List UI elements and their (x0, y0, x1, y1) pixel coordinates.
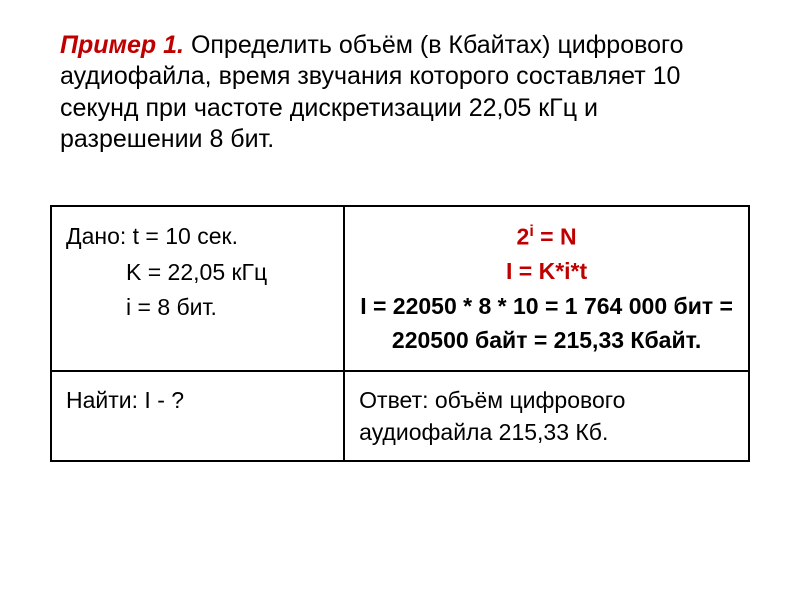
formula-red: I = K*i*t (359, 254, 734, 289)
formula-black: I = 22050 * 8 * 10 = 1 764 000 бит = 220… (359, 289, 734, 358)
answer-text: Ответ: объём цифрового аудиофайла 215,33… (359, 387, 625, 445)
given-line: K = 22,05 кГц (66, 255, 329, 291)
table-row: Найти: I - ? Ответ: объём цифрового ауди… (51, 371, 749, 461)
formula-red: 2i = N (359, 219, 734, 254)
given-line: i = 8 бит. (66, 290, 329, 326)
answer-cell: Ответ: объём цифрового аудиофайла 215,33… (344, 371, 749, 461)
find-cell: Найти: I - ? (51, 371, 344, 461)
find-text: Найти: I - ? (66, 387, 184, 413)
solution-table: Дано: t = 10 сек. K = 22,05 кГц i = 8 би… (50, 205, 750, 462)
given-value: t = 10 сек. (133, 223, 238, 249)
problem-title: Пример 1. (60, 31, 184, 59)
formulas-cell: 2i = N I = K*i*t I = 22050 * 8 * 10 = 1 … (344, 206, 749, 371)
given-label: Дано: (66, 223, 133, 249)
problem-statement: Пример 1. Определить объём (в Кбайтах) ц… (50, 30, 750, 155)
given-cell: Дано: t = 10 сек. K = 22,05 кГц i = 8 би… (51, 206, 344, 371)
table-row: Дано: t = 10 сек. K = 22,05 кГц i = 8 би… (51, 206, 749, 371)
given-line: Дано: t = 10 сек. (66, 219, 329, 255)
